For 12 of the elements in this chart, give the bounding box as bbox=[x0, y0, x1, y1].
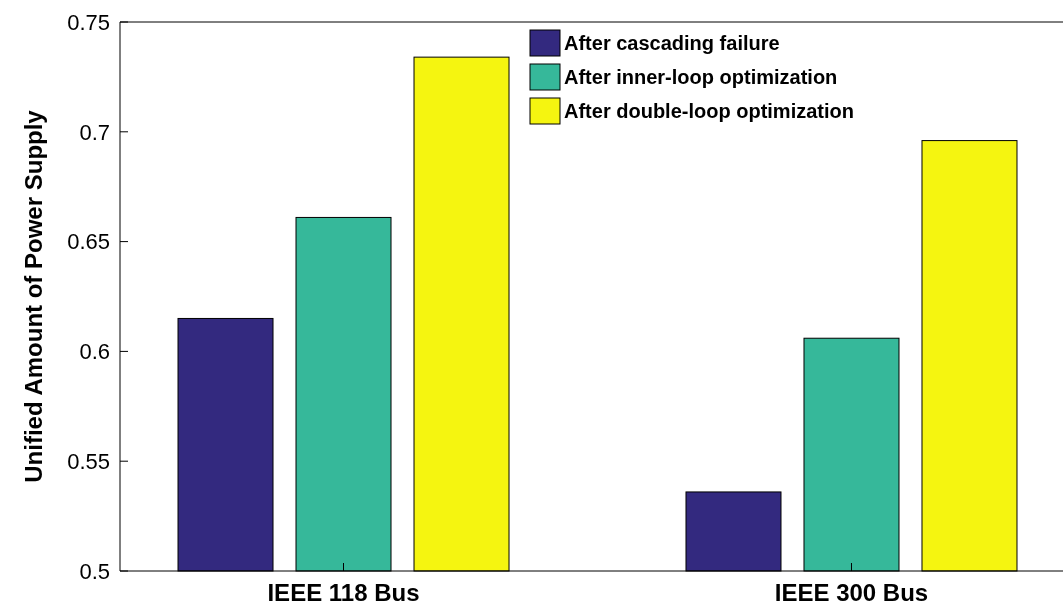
legend-label: After cascading failure bbox=[564, 32, 780, 54]
y-tick-label: 0.55 bbox=[67, 448, 110, 474]
y-tick-label: 0.65 bbox=[67, 229, 110, 255]
y-tick-label: 0.75 bbox=[67, 9, 110, 35]
y-tick-label: 0.7 bbox=[79, 119, 110, 145]
legend-label: After inner-loop optimization bbox=[564, 66, 838, 88]
y-tick-label: 0.6 bbox=[79, 339, 110, 365]
legend-label: After double-loop optimization bbox=[564, 100, 854, 122]
y-tick-label: 0.5 bbox=[79, 558, 110, 584]
x-tick-label: IEEE 300 Bus bbox=[774, 579, 929, 606]
y-axis-title: Unified Amount of Power Supply bbox=[20, 109, 47, 483]
x-tick-label: IEEE 118 Bus bbox=[267, 579, 420, 606]
